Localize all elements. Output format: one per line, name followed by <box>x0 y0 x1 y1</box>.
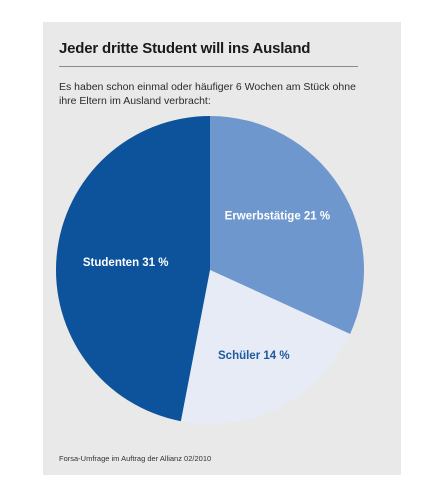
chart-subtitle: Es haben schon einmal oder häufiger 6 Wo… <box>59 81 356 107</box>
chart-title: Jeder dritte Student will ins Ausland <box>59 40 311 57</box>
chart-panel: Jeder dritte Student will ins Ausland Es… <box>43 22 401 475</box>
pie-slice-schüler <box>180 270 351 425</box>
pie-slice-erwerbstätige <box>210 116 364 334</box>
pie-slices <box>55 116 364 425</box>
pie-label-schüler: Schüler 14 % <box>218 350 290 362</box>
title-divider <box>59 66 358 67</box>
pie-slice-studenten <box>55 116 210 422</box>
pie-label-studenten: Studenten 31 % <box>83 257 169 269</box>
pie-chart: Erwerbstätige 21 % Schüler 14 % Studenten … <box>55 116 364 425</box>
pie-label-erwerbstätige: Erwerbstätige 21 % <box>225 211 330 223</box>
pie-labels: Erwerbstätige 21 % Schüler 14 % Studenten … <box>83 211 330 362</box>
source-note: Forsa-Umfrage im Auftrag der Allianz 02/… <box>59 454 212 463</box>
